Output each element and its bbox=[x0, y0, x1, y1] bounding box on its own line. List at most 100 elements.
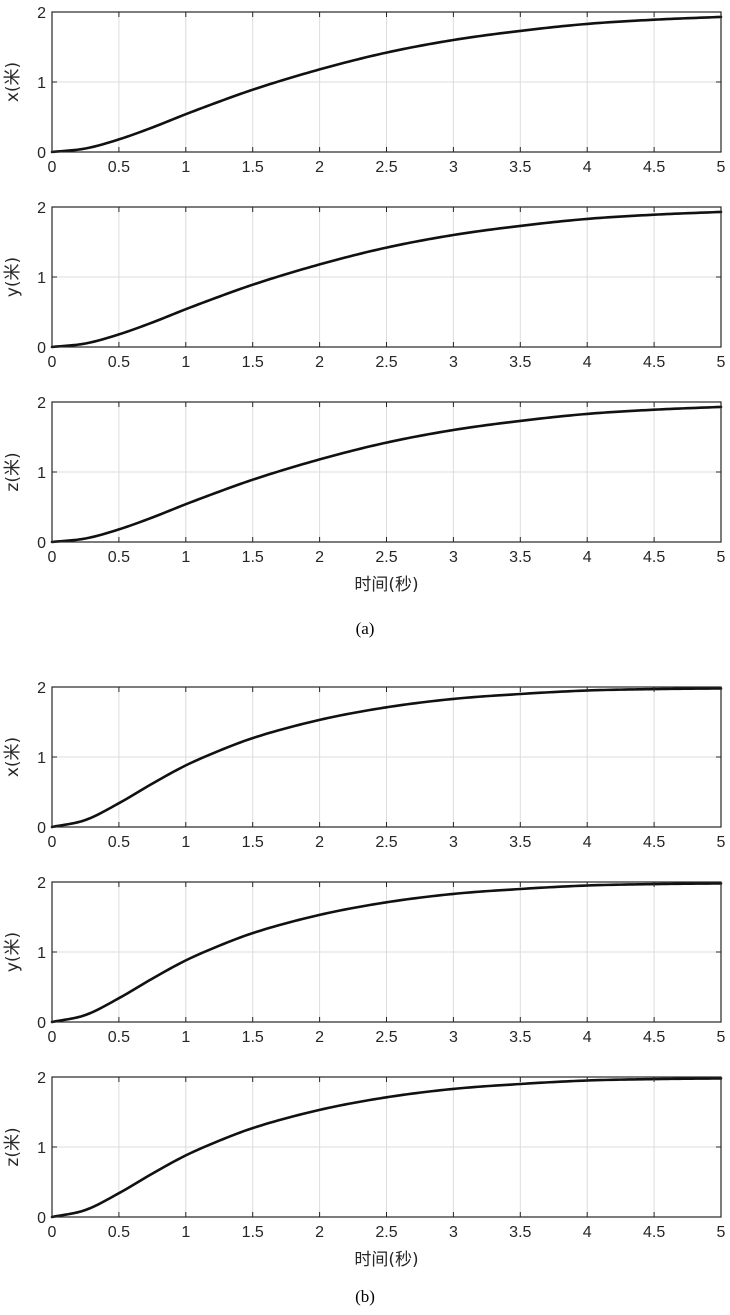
x-tick-label: 2 bbox=[315, 354, 324, 371]
x-tick-label: 1.5 bbox=[242, 549, 264, 566]
x-tick-label: 0.5 bbox=[108, 549, 130, 566]
x-tick-label: 5 bbox=[717, 159, 726, 176]
x-axis-label: 时间(秒) bbox=[354, 575, 418, 595]
y-tick-label: 0 bbox=[37, 145, 46, 162]
plot-panel-a-y: 0 0.5 1 1.5 2 2.5 3 3.5 4 4.5 5 0 1 2 y(米) bbox=[3, 200, 726, 371]
x-tick-label: 1 bbox=[181, 354, 190, 371]
x-tick-label: 0 bbox=[48, 1224, 57, 1241]
x-tick-label: 2.5 bbox=[375, 159, 397, 176]
x-tick-label: 0 bbox=[48, 354, 57, 371]
x-tick-label: 3.5 bbox=[509, 1029, 531, 1046]
y-tick-label: 2 bbox=[37, 680, 46, 697]
x-tick-label: 4 bbox=[583, 1224, 592, 1241]
x-tick-label: 2 bbox=[315, 1224, 324, 1241]
x-tick-label: 3.5 bbox=[509, 159, 531, 176]
plot-panel-b-z: 0 0.5 1 1.5 2 2.5 3 3.5 4 4.5 5 0 1 2 z(米) 时间(秒) bbox=[3, 1070, 726, 1270]
y-tick-label: 2 bbox=[37, 1070, 46, 1087]
y-tick-label: 2 bbox=[37, 5, 46, 22]
x-tick-label: 4.5 bbox=[643, 1224, 665, 1241]
y-tick-label: 1 bbox=[37, 1140, 46, 1157]
x-tick-label: 3 bbox=[449, 1224, 458, 1241]
x-tick-label: 1.5 bbox=[242, 159, 264, 176]
y-tick-label: 1 bbox=[37, 465, 46, 482]
x-tick-label: 0 bbox=[48, 159, 57, 176]
x-tick-label: 3 bbox=[449, 834, 458, 851]
x-tick-label: 2.5 bbox=[375, 549, 397, 566]
y-tick-label: 2 bbox=[37, 875, 46, 892]
x-tick-label: 1 bbox=[181, 159, 190, 176]
x-tick-label: 2 bbox=[315, 1029, 324, 1046]
y-tick-label: 1 bbox=[37, 270, 46, 287]
y-tick-label: 2 bbox=[37, 395, 46, 412]
x-axis-label: 时间(秒) bbox=[354, 1250, 418, 1270]
x-tick-label: 2.5 bbox=[375, 354, 397, 371]
x-tick-label: 4.5 bbox=[643, 549, 665, 566]
x-tick-label: 4 bbox=[583, 354, 592, 371]
plot-panel-a-z: 00.511.522.533.544.55012z(米)时间(秒) bbox=[3, 395, 726, 595]
y-axis-label: x(米) bbox=[3, 62, 23, 102]
y-axis-label: x(米) bbox=[3, 737, 23, 777]
y-axis-label: z(米) bbox=[3, 452, 23, 491]
x-tick-label: 5 bbox=[717, 354, 726, 371]
x-tick-label: 5 bbox=[717, 1029, 726, 1046]
x-tick-label: 5 bbox=[717, 549, 726, 566]
y-axis-label: y(米) bbox=[3, 932, 23, 972]
x-tick-label: 4 bbox=[583, 834, 592, 851]
plot-panel-b-y: 0 0.5 1 1.5 2 2.5 3 3.5 4 4.5 5 0 1 2 y(米) bbox=[3, 875, 726, 1046]
caption-a: (a) bbox=[356, 619, 375, 638]
x-tick-label: 2 bbox=[315, 834, 324, 851]
x-tick-label: 3.5 bbox=[509, 1224, 531, 1241]
x-tick-label: 0 bbox=[48, 834, 57, 851]
x-tick-label: 3 bbox=[449, 1029, 458, 1046]
caption-b: (b) bbox=[355, 1287, 375, 1306]
x-tick-label: 4 bbox=[583, 549, 592, 566]
y-tick-label: 1 bbox=[37, 945, 46, 962]
x-tick-label: 0.5 bbox=[108, 1029, 130, 1046]
x-tick-label: 0 bbox=[48, 1029, 57, 1046]
x-tick-label: 2 bbox=[315, 159, 324, 176]
y-tick-label: 0 bbox=[37, 535, 46, 552]
plot-panel-a-x: 0 0.5 1 1.5 2 2.5 3 3.5 4 4.5 5 0 1 2 x(米) bbox=[3, 5, 726, 176]
x-tick-label: 4.5 bbox=[643, 834, 665, 851]
x-tick-label: 2 bbox=[315, 549, 324, 566]
x-tick-label: 2.5 bbox=[375, 834, 397, 851]
x-tick-label: 3.5 bbox=[509, 549, 531, 566]
x-tick-label: 0.5 bbox=[108, 834, 130, 851]
x-tick-label: 5 bbox=[717, 1224, 726, 1241]
x-tick-label: 3.5 bbox=[509, 834, 531, 851]
x-tick-label: 2.5 bbox=[375, 1224, 397, 1241]
x-tick-label: 0.5 bbox=[108, 354, 130, 371]
x-tick-label: 2.5 bbox=[375, 1029, 397, 1046]
x-tick-label: 1 bbox=[181, 1224, 190, 1241]
x-tick-label: 1.5 bbox=[242, 1224, 264, 1241]
x-tick-label: 4 bbox=[583, 1029, 592, 1046]
x-tick-label: 1 bbox=[181, 1029, 190, 1046]
x-tick-label: 0.5 bbox=[108, 1224, 130, 1241]
y-tick-label: 0 bbox=[37, 1015, 46, 1032]
x-tick-label: 5 bbox=[717, 834, 726, 851]
x-tick-label: 3 bbox=[449, 159, 458, 176]
x-tick-label: 4.5 bbox=[643, 1029, 665, 1046]
x-tick-label: 1.5 bbox=[242, 834, 264, 851]
x-tick-label: 1.5 bbox=[242, 354, 264, 371]
x-tick-label: 4.5 bbox=[643, 354, 665, 371]
y-tick-label: 2 bbox=[37, 200, 46, 217]
y-tick-label: 0 bbox=[37, 1210, 46, 1227]
y-axis-label: z(米) bbox=[3, 1127, 23, 1166]
x-tick-label: 1 bbox=[181, 834, 190, 851]
y-tick-label: 0 bbox=[37, 340, 46, 357]
x-tick-label: 4.5 bbox=[643, 159, 665, 176]
x-tick-label: 4 bbox=[583, 159, 592, 176]
x-tick-label: 3 bbox=[449, 354, 458, 371]
y-tick-label: 1 bbox=[37, 75, 46, 92]
y-axis-label: y(米) bbox=[3, 257, 23, 297]
x-tick-label: 0.5 bbox=[108, 159, 130, 176]
y-tick-label: 0 bbox=[37, 820, 46, 837]
x-tick-label: 3 bbox=[449, 549, 458, 566]
x-tick-label: 1.5 bbox=[242, 1029, 264, 1046]
x-tick-label: 3.5 bbox=[509, 354, 531, 371]
plot-panel-b-x: 0 0.5 1 1.5 2 2.5 3 3.5 4 4.5 5 0 1 2 x(米) bbox=[3, 680, 726, 851]
y-tick-label: 1 bbox=[37, 750, 46, 767]
x-tick-label: 0 bbox=[48, 549, 57, 566]
